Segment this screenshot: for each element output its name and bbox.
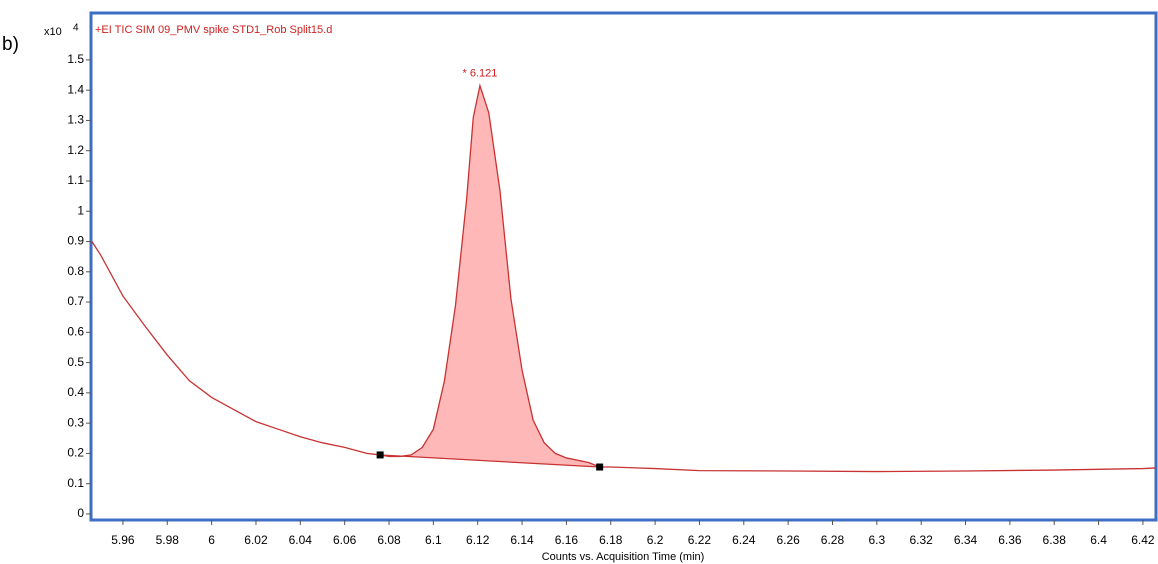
y-tick-label: 1.1 — [67, 173, 84, 187]
x-tick-label: 5.98 — [156, 533, 180, 547]
y-tick-label: 1.4 — [67, 82, 84, 96]
integration-marker — [596, 463, 604, 471]
x-axis-label: Counts vs. Acquisition Time (min) — [542, 551, 705, 563]
x-tick-label: 6.08 — [377, 533, 401, 547]
x-tick-label: 6.38 — [1043, 533, 1067, 547]
trace-line — [91, 83, 1157, 473]
y-tick-label: 0.6 — [67, 325, 84, 339]
x-tick-label: 6 — [208, 533, 215, 547]
peak-area — [380, 85, 600, 468]
x-tick-label: 6.02 — [244, 533, 268, 547]
chart-title: +EI TIC SIM 09_PMV spike STD1_Rob Split1… — [95, 24, 332, 36]
plot-frame — [89, 11, 1158, 522]
x-tick-label: 6.26 — [776, 533, 800, 547]
x-tick-label: 6.06 — [333, 533, 357, 547]
y-tick-label: 1.5 — [67, 52, 84, 66]
x-tick-label: 6.3 — [868, 533, 885, 547]
x-tick-label: 6.04 — [289, 533, 313, 547]
x-tick-label: 6.16 — [555, 533, 579, 547]
x-tick-label: 6.36 — [998, 533, 1022, 547]
y-tick-label: 0.9 — [67, 234, 84, 248]
y-tick-label: 0.8 — [67, 264, 84, 278]
x-tick-label: 6.4 — [1090, 533, 1107, 547]
integration-marker — [376, 451, 384, 459]
x-tick-label: 6.42 — [1131, 533, 1155, 547]
x-tick-label: 6.24 — [732, 533, 756, 547]
y-tick-label: 0 — [77, 506, 84, 520]
x-tick-label: 6.14 — [510, 533, 534, 547]
y-tick-label: 0.1 — [67, 476, 84, 490]
x-tick-label: 6.1 — [425, 533, 442, 547]
x-tick-label: 6.2 — [647, 533, 664, 547]
y-tick-label: 1.3 — [67, 113, 84, 127]
y-tick-label: 0.3 — [67, 415, 84, 429]
x-tick-label: 6.18 — [599, 533, 623, 547]
x-tick-label: 6.32 — [910, 533, 934, 547]
x-tick-label: 5.96 — [111, 533, 135, 547]
baseline — [380, 454, 600, 468]
x-tick-label: 6.12 — [466, 533, 490, 547]
x-tick-label: 6.34 — [954, 533, 978, 547]
y-tick-label: 0.4 — [67, 385, 84, 399]
y-tick-label: 0.2 — [67, 446, 84, 460]
panel-label: b) — [2, 34, 19, 55]
x-tick-label: 6.28 — [821, 533, 845, 547]
y-multiplier: x10 — [44, 26, 62, 38]
y-tick-label: 0.5 — [67, 355, 84, 369]
peak-label: * 6.121 — [462, 68, 497, 80]
y-multiplier-exponent: 4 — [73, 23, 79, 34]
y-tick-label: 1.2 — [67, 143, 84, 157]
x-tick-label: 6.22 — [688, 533, 712, 547]
y-tick-label: 1 — [77, 203, 84, 217]
y-tick-label: 0.7 — [67, 294, 84, 308]
